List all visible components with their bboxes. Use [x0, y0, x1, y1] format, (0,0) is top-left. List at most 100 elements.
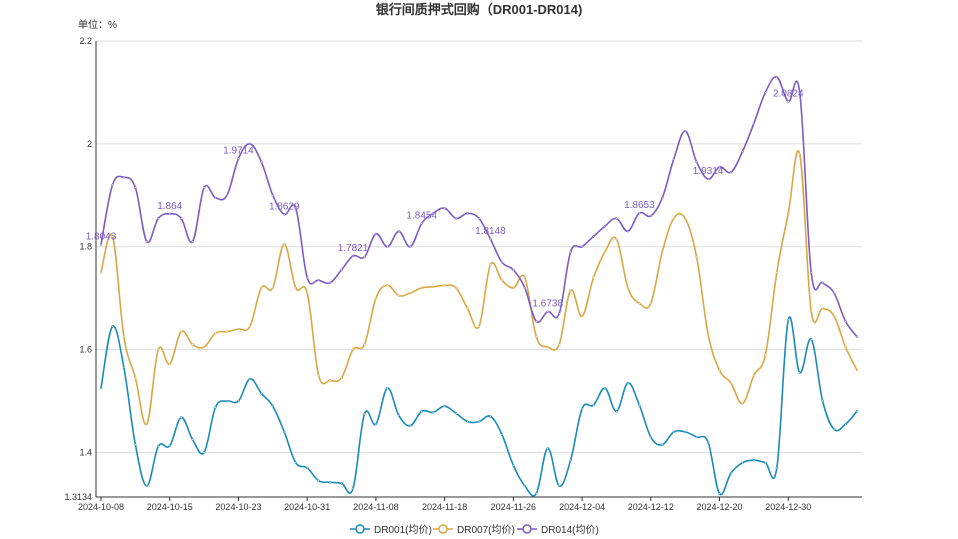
series-line-3	[100, 76, 858, 338]
y-tick-label: 2.2	[79, 36, 92, 46]
data-point	[431, 411, 435, 414]
data-point	[111, 325, 114, 328]
data-point	[798, 152, 801, 156]
data-point	[351, 254, 355, 258]
data-point	[237, 157, 240, 160]
data-point	[855, 410, 859, 413]
data-point	[477, 420, 481, 423]
data-point	[374, 296, 378, 300]
data-point	[683, 217, 687, 220]
data-point	[122, 176, 126, 179]
data-point	[111, 183, 114, 187]
data-point	[420, 286, 423, 290]
data-point	[809, 338, 813, 341]
x-tick-label: 2024-11-26	[491, 502, 536, 512]
data-point	[500, 433, 504, 436]
data-point	[855, 368, 859, 372]
data-point	[271, 404, 275, 408]
data-label: 1.8043	[86, 232, 117, 243]
data-point	[168, 362, 171, 366]
data-point	[340, 268, 343, 272]
data-point	[557, 312, 561, 315]
data-point	[546, 310, 549, 313]
data-point	[489, 415, 492, 418]
data-point	[718, 165, 721, 169]
chart-title: 银行间质押式回购（DR001-DR014)	[376, 2, 583, 17]
data-point	[454, 286, 458, 290]
legend-item-label: DR014(均价)	[541, 524, 599, 536]
data-point	[328, 379, 332, 382]
data-point	[638, 403, 641, 407]
data-point	[603, 224, 607, 228]
data-point	[580, 407, 584, 410]
data-point	[569, 250, 572, 254]
data-point	[706, 440, 710, 444]
legend-marker	[522, 524, 532, 534]
data-point	[626, 230, 630, 233]
data-point	[580, 314, 584, 318]
data-point	[729, 471, 733, 475]
data-point	[592, 403, 595, 407]
data-point	[603, 250, 607, 254]
data-point	[202, 186, 206, 189]
data-point	[294, 286, 297, 290]
data-point	[787, 212, 790, 215]
data-point	[283, 242, 286, 246]
data-point	[775, 75, 779, 79]
y-tick-label: 1.4	[79, 447, 92, 457]
data-point	[294, 206, 297, 210]
data-point	[695, 255, 698, 259]
data-point	[832, 291, 836, 295]
data-point	[798, 371, 801, 374]
data-point	[615, 410, 618, 413]
data-point	[844, 345, 847, 349]
data-point	[844, 320, 847, 323]
data-point	[741, 461, 744, 464]
data-point	[294, 461, 297, 464]
data-point	[363, 412, 366, 416]
data-point	[157, 348, 160, 351]
data-point	[145, 240, 149, 243]
data-point	[592, 235, 595, 238]
data-point	[99, 243, 103, 246]
data-point	[706, 177, 710, 181]
x-tick-label: 2024-12-30	[765, 502, 811, 512]
data-point	[397, 230, 401, 233]
data-point	[661, 196, 664, 200]
data-point	[775, 466, 779, 470]
x-tick-label: 2024-10-23	[215, 502, 261, 512]
data-point	[179, 330, 183, 333]
data-point	[764, 461, 767, 464]
data-point	[832, 314, 836, 318]
data-point	[317, 278, 320, 282]
data-labels: 1.8043 1.864 1.9714 1.8629 1.7821 1.8454 1.814…	[86, 88, 804, 309]
data-point	[145, 484, 149, 488]
x-tick-label: 2024-12-04	[559, 502, 605, 512]
data-point	[122, 366, 126, 369]
data-point	[214, 196, 217, 200]
data-point	[431, 212, 435, 215]
data-point	[535, 320, 538, 323]
data-point	[202, 451, 206, 454]
data-point	[271, 286, 275, 290]
data-point	[111, 235, 114, 238]
legend: DR001(均价) DR007(均价) DR014(均价)	[350, 524, 599, 536]
data-point	[179, 217, 183, 220]
data-point	[615, 217, 618, 220]
legend-item-label: DR001(均价)	[374, 524, 432, 536]
y-tick-label: 2	[87, 139, 92, 149]
legend-marker	[438, 524, 448, 534]
data-point	[683, 430, 687, 434]
data-point	[844, 422, 847, 426]
data-point	[661, 443, 664, 446]
data-point	[832, 428, 836, 431]
data-point	[569, 289, 572, 292]
data-point	[489, 237, 492, 241]
data-point	[328, 481, 332, 484]
data-point	[752, 374, 756, 377]
data-point	[683, 129, 687, 133]
y-tick-label: 1.6	[79, 345, 92, 355]
data-point	[729, 170, 733, 174]
data-point	[809, 309, 813, 313]
data-point	[500, 260, 504, 264]
